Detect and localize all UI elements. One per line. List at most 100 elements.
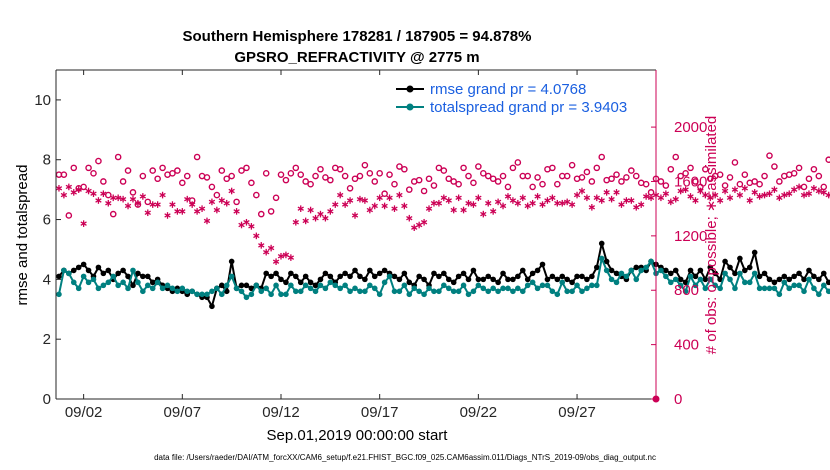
totalspread-point [140,288,146,295]
right-y-axis-ticks: 0 400 800 1200 1600 2000 [651,119,707,408]
totalspread-point [169,285,176,292]
totalspread-point [416,288,422,295]
totalspread-point [460,282,467,289]
asterisk-stroke [85,188,92,194]
rmse-point [519,267,526,274]
obs-possible-point [800,183,808,191]
totalspread-point [56,291,62,298]
asterisk-stroke [578,188,586,194]
rmse-point [500,270,506,277]
asterisk-stroke [351,213,359,218]
obs-possible-point [179,179,186,187]
obs-possible-point [475,163,482,170]
rmse-point [682,279,689,286]
asterisk-stroke [159,192,166,198]
totalspread-point [253,282,260,289]
rmse-point [791,273,797,280]
obs-possible-point [391,180,398,188]
rmse-point [327,273,334,280]
totalspread-point [376,291,383,298]
totalspread-point [209,288,215,295]
chart-title-line-1: Southern Hemisphere 178281 / 187905 = 94… [183,28,532,45]
rmse-point [302,273,309,280]
obs-assimilated-point [302,217,309,225]
right-y-tick-label: 800 [674,282,699,299]
obs-possible-point [312,172,319,180]
obs-possible-point [470,179,477,187]
obs-assimilated-point [317,210,324,218]
asterisk-stroke [736,192,744,198]
totalspread-point [628,267,635,274]
totalspread-point [712,282,719,289]
asterisk-stroke [820,190,827,195]
totalspread-point [756,285,763,292]
obs-possible-point [90,170,97,177]
asterisk-stroke [815,188,823,194]
totalspread-point [66,270,72,277]
obs-assimilated-point [401,202,408,210]
x-tick-label: 09/27 [558,404,596,421]
asterisk-stroke [297,206,304,211]
obs-possible-point [554,180,561,188]
totalspread-point [608,276,615,283]
rmse-point [672,267,679,274]
totalspread-point [174,288,181,295]
totalspread-point [737,270,743,277]
obs-assimilated-point [213,206,221,214]
obs-assimilated-point [425,205,433,212]
totalspread-point [470,288,477,295]
obs-possible-point [124,167,132,174]
totalspread-point [263,285,269,292]
rmse-point [593,264,600,271]
obs-possible-point [257,210,265,218]
asterisk-stroke [415,222,423,228]
asterisk-stroke [435,201,443,206]
obs-assimilated-point [746,197,753,204]
obs-possible-point [70,164,78,172]
asterisk-stroke [440,195,448,201]
obs-assimilated-point [233,208,240,215]
obs-assimilated-point [618,201,625,208]
rmse-point [490,276,496,283]
asterisk-stroke [642,194,650,199]
obs-assimilated-point [124,202,132,210]
obs-possible-point [85,164,92,172]
obs-assimilated-point [396,191,403,199]
obs-assimilated-point [337,191,344,199]
totalspread-point [677,282,684,289]
obs-assimilated-point [80,220,87,227]
obs-possible-point [139,172,147,180]
obs-possible-point [129,189,137,196]
obs-possible-point [425,175,433,183]
obs-assimilated-point [312,214,319,222]
obs-assimilated-point [134,199,142,207]
totalspread-point [658,267,664,274]
asterisk-stroke [396,192,403,198]
obs-assimilated-point [761,191,768,199]
totalspread-point [61,267,67,274]
totalspread-point [445,285,452,292]
rmse-point [707,264,714,271]
obs-possible-point [766,152,773,159]
obs-assimilated-point [243,218,250,226]
obs-assimilated-point [741,184,748,192]
right-y-tick-label: 400 [674,337,699,354]
obs-possible-point [440,167,448,174]
obs-possible-point [272,194,280,202]
rmse-point [776,276,783,283]
obs-possible-point [820,183,828,191]
obs-possible-point [302,178,309,185]
obs-possible-point [761,172,768,180]
obs-assimilated-point [322,214,329,222]
totalspread-point [125,285,131,292]
rmse-point [495,279,501,286]
rmse-point [105,267,112,274]
totalspread-point [406,291,413,298]
x-tick-label: 09/07 [164,404,202,421]
totalspread-point [455,288,462,295]
obs-assimilated-point [771,186,778,193]
totalspread-point [490,285,496,292]
totalspread-point [317,282,324,289]
rmse-point [362,276,368,283]
rmse-point [633,264,640,271]
